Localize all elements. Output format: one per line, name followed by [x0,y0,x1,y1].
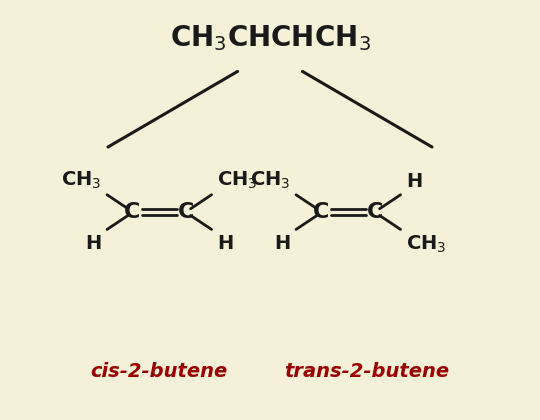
Text: CH$_3$: CH$_3$ [61,169,102,191]
Text: H: H [85,234,102,252]
Text: H: H [274,234,291,252]
Text: CH$_3$: CH$_3$ [250,169,291,191]
Text: H: H [217,234,233,252]
Text: CH$_3$: CH$_3$ [217,169,258,191]
Text: C: C [178,202,194,222]
Text: cis-2-butene: cis-2-butene [91,362,228,381]
Text: C: C [124,202,140,222]
Text: C: C [313,202,329,222]
Text: H: H [406,172,422,191]
Text: trans-2-butene: trans-2-butene [285,362,450,381]
Text: CH$_3$CHCHCH$_3$: CH$_3$CHCHCH$_3$ [170,23,370,52]
Text: C: C [367,202,383,222]
Text: CH$_3$: CH$_3$ [406,234,447,255]
